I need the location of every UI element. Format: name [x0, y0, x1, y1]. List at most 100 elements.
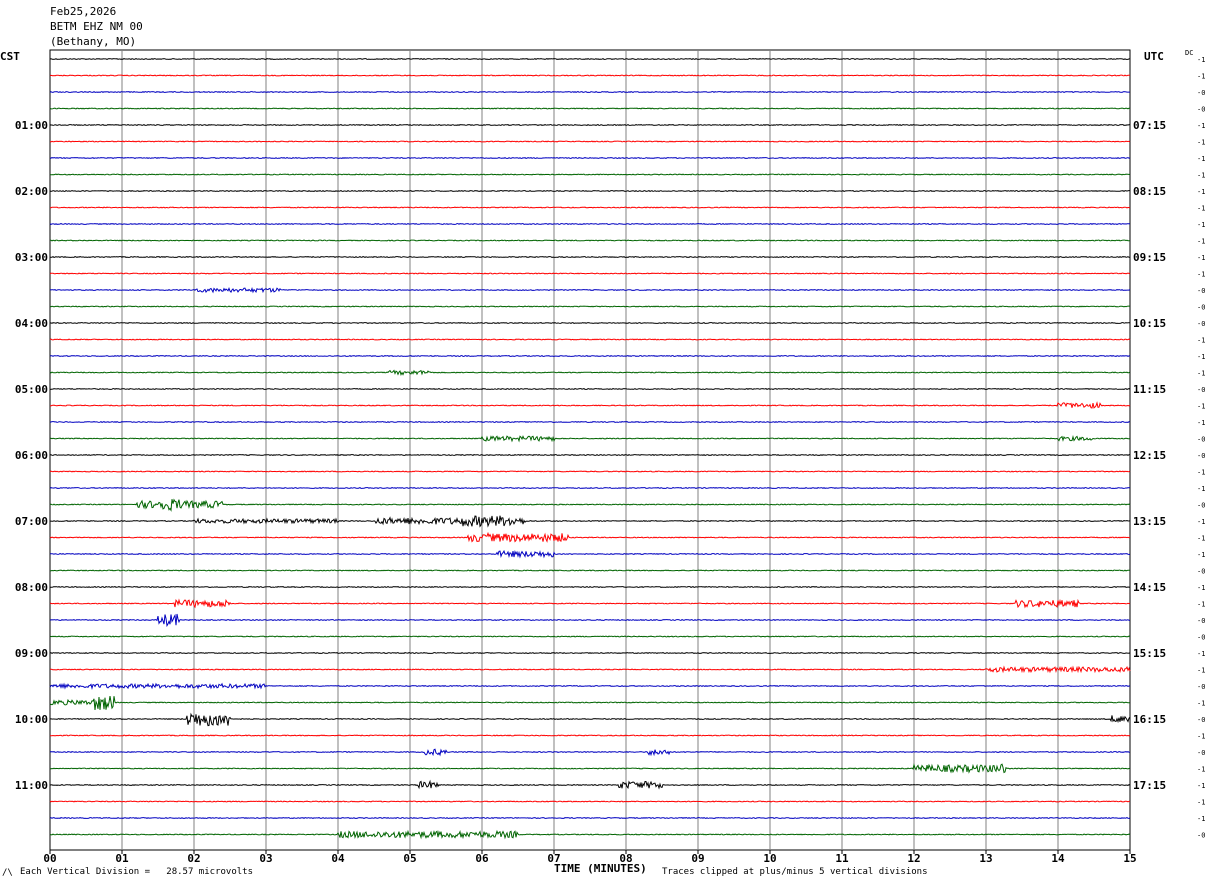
- trace-row-37: [50, 665, 1131, 674]
- utc-hour-label: 07:15: [1133, 119, 1166, 132]
- trace-row-6: [49, 156, 1131, 160]
- dc-offset-label: -1: [1197, 518, 1205, 526]
- trace-row-39: [49, 696, 1130, 710]
- x-tick-label: 14: [1051, 852, 1065, 865]
- footer-mark: /\: [2, 868, 13, 878]
- dc-offset-label: -0: [1197, 436, 1205, 444]
- dc-offset-label: -0: [1197, 89, 1205, 97]
- trace-row-28: [50, 515, 1131, 528]
- dc-offset-label: -0: [1197, 386, 1205, 394]
- trace-row-25: [49, 470, 1131, 473]
- dc-offset-label: -1: [1197, 667, 1205, 675]
- trace-row-30: [49, 549, 1130, 559]
- cst-hour-label: 06:00: [15, 449, 48, 462]
- seismic-traces: [49, 57, 1131, 840]
- left-timezone-label: CST: [0, 50, 20, 63]
- cst-hour-label: 02:00: [15, 185, 48, 198]
- trace-row-0: [49, 57, 1131, 61]
- trace-row-32: [50, 585, 1131, 589]
- trace-row-43: [49, 763, 1131, 774]
- trace-row-33: [49, 598, 1131, 609]
- trace-row-24: [49, 453, 1131, 457]
- dc-offset-label: -0: [1197, 502, 1205, 510]
- x-axis-label: TIME (MINUTES): [554, 862, 647, 875]
- dc-offset-label: -1: [1197, 337, 1205, 345]
- x-tick-label: 04: [331, 852, 345, 865]
- x-tick-label: 03: [259, 852, 272, 865]
- trace-row-36: [49, 651, 1131, 655]
- trace-row-11: [49, 239, 1130, 242]
- dc-offset-label: -1: [1197, 782, 1205, 790]
- dc-offset-label: -1: [1197, 485, 1205, 493]
- x-tick-labels: 00 01 02 03 04 05 06 07 08 09 10 11 12 13 14 15: [43, 850, 1137, 865]
- cst-hour-label: 08:00: [15, 581, 48, 594]
- cst-hour-label: 09:00: [15, 647, 48, 660]
- plot-frame: [49, 49, 1131, 851]
- dc-offset-label: -0: [1197, 832, 1205, 840]
- trace-row-1: [49, 74, 1130, 77]
- dc-offset-label: -1: [1197, 370, 1205, 378]
- dc-offset-label: -1: [1197, 551, 1205, 559]
- cst-hour-label: 01:00: [15, 119, 48, 132]
- dc-offset-label: -1: [1197, 535, 1205, 543]
- trace-row-22: [49, 420, 1131, 424]
- trace-row-16: [49, 321, 1130, 325]
- dc-offset-label: -0: [1197, 634, 1205, 642]
- trace-row-44: [49, 779, 1131, 790]
- trace-row-27: [49, 498, 1131, 512]
- dc-offset-label: -1: [1197, 733, 1205, 741]
- utc-hour-label: 08:15: [1133, 185, 1166, 198]
- dc-header-label: DC: [1185, 49, 1194, 57]
- dc-offset-label: -1: [1197, 469, 1205, 477]
- trace-row-8: [49, 189, 1130, 193]
- trace-row-45: [49, 800, 1131, 803]
- trace-row-14: [49, 287, 1131, 294]
- utc-hour-label: 17:15: [1133, 779, 1166, 792]
- dc-offset-label: -1: [1197, 584, 1205, 592]
- dc-offset-label: -1: [1197, 766, 1205, 774]
- dc-offset-label: -1: [1197, 601, 1205, 609]
- dc-offset-label: -0: [1197, 716, 1205, 724]
- trace-row-38: [49, 682, 1131, 690]
- dc-offset-label: -1: [1197, 419, 1205, 427]
- x-tick-label: 01: [115, 852, 129, 865]
- x-tick-label: 08: [619, 852, 632, 865]
- dc-offset-label: -1: [1197, 122, 1205, 130]
- utc-hour-label: 16:15: [1133, 713, 1166, 726]
- trace-row-19: [49, 369, 1131, 376]
- trace-row-20: [49, 387, 1131, 391]
- trace-row-5: [49, 140, 1131, 143]
- dc-offset-label: -0: [1197, 749, 1205, 757]
- footer-scale: Each Vertical Division = 28.57 microvolt…: [20, 867, 253, 877]
- dc-offset-label: -1: [1197, 353, 1205, 361]
- trace-row-3: [49, 107, 1131, 110]
- dc-offset-label: -1: [1197, 403, 1205, 411]
- trace-row-40: [49, 712, 1131, 727]
- trace-row-17: [49, 338, 1131, 341]
- x-tick-label: 10: [763, 852, 776, 865]
- dc-offset-label: -1: [1197, 271, 1205, 279]
- x-tick-label: 15: [1123, 852, 1136, 865]
- utc-hour-label: 11:15: [1133, 383, 1166, 396]
- x-tick-label: 11: [835, 852, 849, 865]
- dc-offset-label: -1: [1197, 188, 1205, 196]
- x-tick-label: 00: [43, 852, 56, 865]
- footer-clip-note: Traces clipped at plus/minus 5 vertical …: [662, 867, 928, 877]
- trace-row-9: [49, 206, 1131, 209]
- dc-offset-label: -0: [1197, 617, 1205, 625]
- dc-offset-label: -1: [1197, 155, 1205, 163]
- trace-row-4: [49, 123, 1131, 127]
- dc-offset-label: -0: [1197, 568, 1205, 576]
- dc-offset-label: -1: [1197, 815, 1205, 823]
- trace-row-13: [49, 272, 1131, 275]
- cst-hour-label: 03:00: [15, 251, 48, 264]
- trace-row-2: [49, 90, 1130, 94]
- utc-hour-label: 14:15: [1133, 581, 1166, 594]
- dc-offset-label: -0: [1197, 304, 1205, 312]
- right-timezone-label: UTC: [1144, 50, 1164, 63]
- dc-offset-label: -1: [1197, 799, 1205, 807]
- dc-offset-label: -1: [1197, 238, 1205, 246]
- trace-row-29: [49, 531, 1131, 543]
- trace-row-46: [49, 816, 1131, 820]
